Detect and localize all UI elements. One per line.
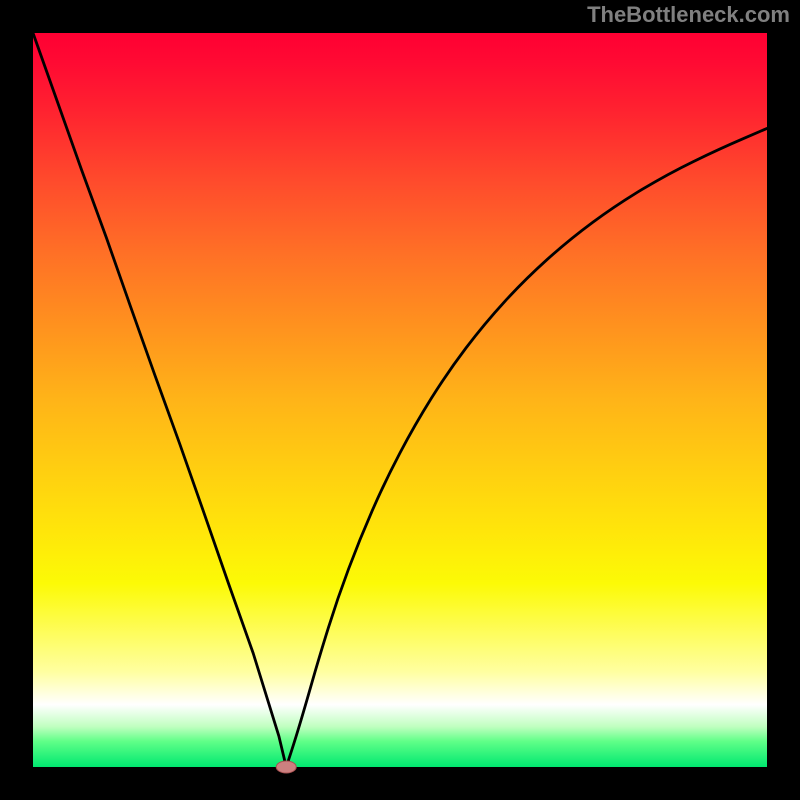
chart-plot-area xyxy=(33,33,767,767)
vertex-marker xyxy=(276,761,296,773)
bottleneck-chart-svg: TheBottleneck.com xyxy=(0,0,800,800)
bottleneck-chart-container: TheBottleneck.com xyxy=(0,0,800,800)
watermark-text: TheBottleneck.com xyxy=(587,2,790,27)
